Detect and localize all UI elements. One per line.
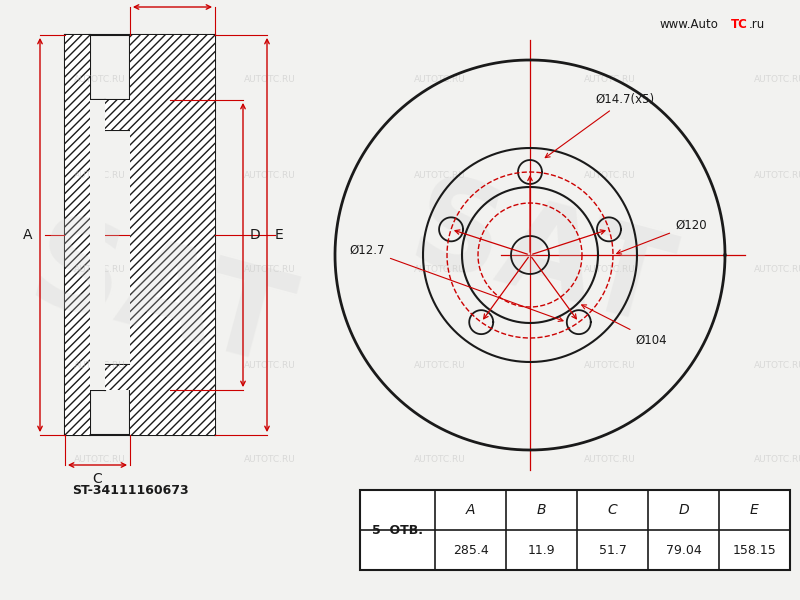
- Bar: [360, 490, 790, 570]
- Text: Ø120: Ø120: [617, 218, 706, 254]
- Text: AUTOTC.RU: AUTOTC.RU: [414, 455, 466, 464]
- Text: C: C: [608, 503, 618, 517]
- Text: 11.9: 11.9: [528, 544, 555, 557]
- Text: 285.4: 285.4: [453, 544, 488, 557]
- Text: Ø14.7(x5): Ø14.7(x5): [546, 94, 654, 158]
- Text: 5  ОТВ.: 5 ОТВ.: [372, 523, 423, 536]
- Bar: [105, 100, 170, 130]
- Text: 51.7: 51.7: [598, 544, 626, 557]
- Bar: [105, 365, 170, 390]
- Text: A: A: [23, 228, 33, 242]
- Text: AUTOTC.RU: AUTOTC.RU: [74, 170, 126, 179]
- Text: AUTOTC.RU: AUTOTC.RU: [414, 76, 466, 85]
- Text: C: C: [93, 472, 102, 486]
- Text: AUTOTC.RU: AUTOTC.RU: [244, 361, 296, 370]
- Text: A: A: [466, 503, 475, 517]
- Text: AUTOTC.RU: AUTOTC.RU: [754, 455, 800, 464]
- Text: .ru: .ru: [749, 18, 766, 31]
- Bar: [130, 35, 215, 435]
- Text: AUTOTC.RU: AUTOTC.RU: [74, 455, 126, 464]
- Text: Ø104: Ø104: [582, 305, 666, 346]
- Text: E: E: [750, 503, 759, 517]
- Text: AUTOTC.RU: AUTOTC.RU: [584, 76, 636, 85]
- Text: D: D: [678, 503, 689, 517]
- Text: SAT: SAT: [18, 208, 302, 392]
- Text: AUTOTC.RU: AUTOTC.RU: [74, 76, 126, 85]
- Text: AUTOTC.RU: AUTOTC.RU: [584, 361, 636, 370]
- Text: AUTOTC.RU: AUTOTC.RU: [244, 455, 296, 464]
- Text: AUTOTC.RU: AUTOTC.RU: [754, 265, 800, 275]
- Text: 79.04: 79.04: [666, 544, 702, 557]
- Bar: [65, 35, 90, 435]
- Text: 158.15: 158.15: [733, 544, 776, 557]
- Text: E: E: [274, 228, 283, 242]
- Text: AUTOTC.RU: AUTOTC.RU: [754, 361, 800, 370]
- Text: AUTOTC.RU: AUTOTC.RU: [414, 265, 466, 275]
- Text: AUTOTC.RU: AUTOTC.RU: [584, 170, 636, 179]
- Text: AUTOTC.RU: AUTOTC.RU: [74, 265, 126, 275]
- Text: AUTOTC.RU: AUTOTC.RU: [244, 265, 296, 275]
- Text: AUTOTC.RU: AUTOTC.RU: [584, 455, 636, 464]
- Text: ST-34111160673: ST-34111160673: [72, 484, 188, 497]
- Text: www.Auto: www.Auto: [660, 18, 719, 31]
- Text: AUTOTC.RU: AUTOTC.RU: [584, 265, 636, 275]
- Bar: [90, 100, 105, 390]
- Text: AUTOTC.RU: AUTOTC.RU: [74, 361, 126, 370]
- Text: AUTOTC.RU: AUTOTC.RU: [414, 170, 466, 179]
- Text: D: D: [250, 228, 260, 242]
- Text: AUTOTC.RU: AUTOTC.RU: [244, 76, 296, 85]
- Text: B: B: [537, 503, 546, 517]
- Text: AUTOTC.RU: AUTOTC.RU: [754, 76, 800, 85]
- Text: AUTOTC.RU: AUTOTC.RU: [244, 170, 296, 179]
- Text: Ø12.7: Ø12.7: [350, 244, 563, 322]
- Text: TC: TC: [731, 18, 748, 31]
- Text: SAT: SAT: [398, 167, 682, 352]
- Text: AUTOTC.RU: AUTOTC.RU: [754, 170, 800, 179]
- Text: AUTOTC.RU: AUTOTC.RU: [414, 361, 466, 370]
